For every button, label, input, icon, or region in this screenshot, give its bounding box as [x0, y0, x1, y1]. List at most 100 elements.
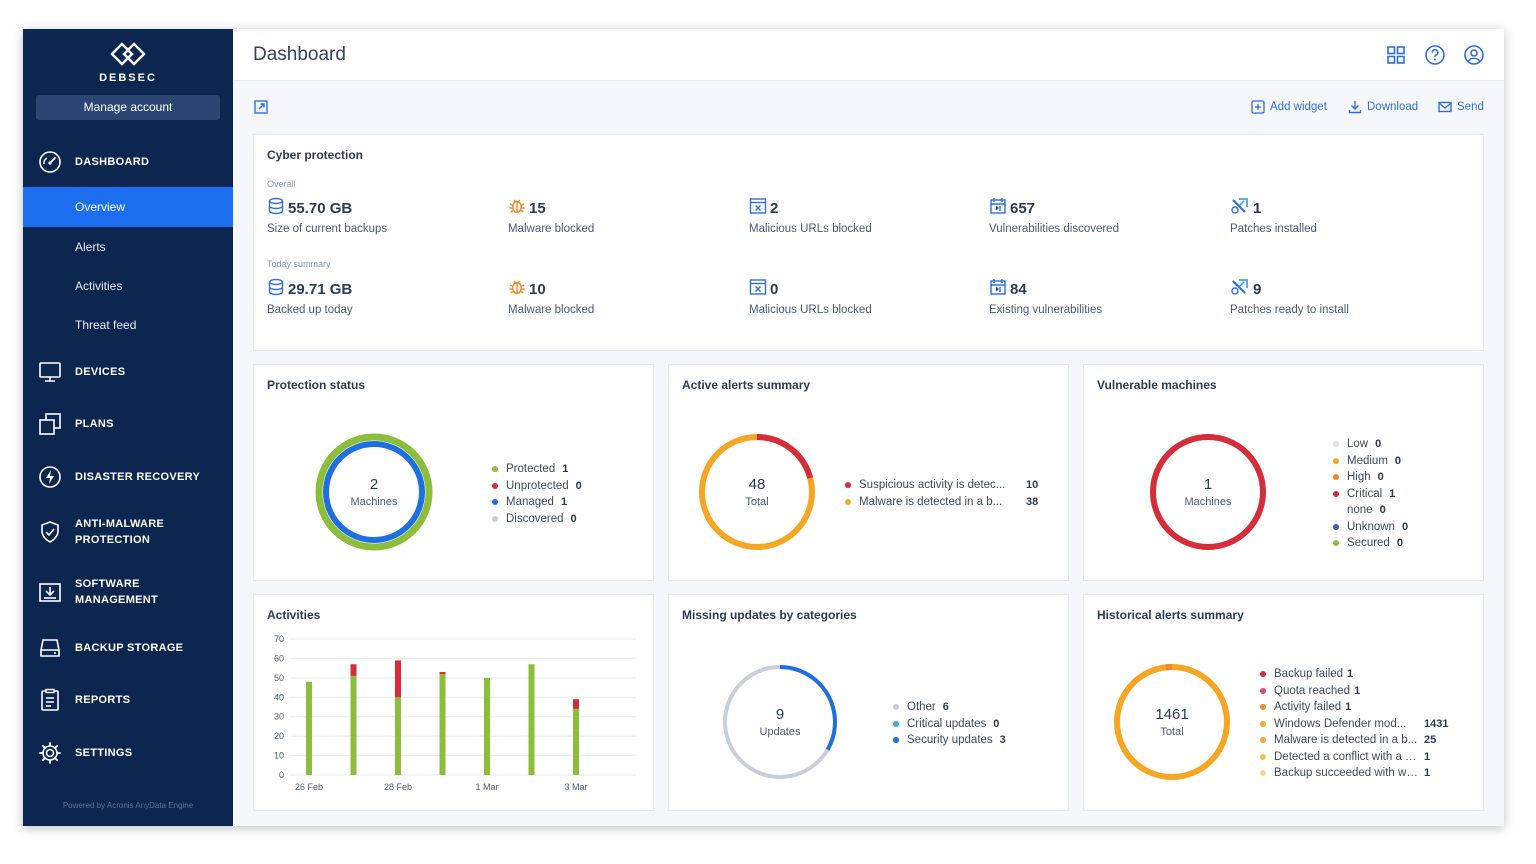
legend-value: 1 — [1389, 487, 1396, 500]
legend-item[interactable]: Discovered 0 — [492, 511, 582, 528]
nav-anti-malware[interactable]: ANTI-MALWARE PROTECTION — [23, 514, 233, 550]
sub-item-alerts[interactable]: Alerts — [75, 240, 106, 254]
sub-item-threat-feed[interactable]: Threat feed — [75, 318, 137, 332]
legend-item[interactable]: Unprotected 0 — [492, 478, 582, 495]
protection-donut[interactable]: 2 Machines — [314, 432, 434, 552]
bar-segment — [306, 681, 312, 775]
donut-unit: Total — [1160, 726, 1184, 738]
legend-item[interactable]: Low 0 — [1333, 436, 1408, 453]
gauge-icon — [37, 149, 63, 175]
legend-item[interactable]: Backup failed 1 — [1260, 666, 1448, 683]
blocked-url-icon — [749, 278, 767, 300]
legend-item[interactable]: Critical 1 — [1333, 486, 1408, 503]
legend-label: Detected a conflict with a se... — [1274, 750, 1420, 763]
vulnerable-donut[interactable]: 1 Machines — [1148, 432, 1268, 552]
bar-segment — [439, 672, 446, 674]
nav-devices[interactable]: DEVICES — [23, 357, 233, 387]
missing-updates-donut[interactable]: 9 Updates — [720, 662, 840, 782]
nav-settings[interactable]: SETTINGS — [23, 738, 233, 768]
metric-urls-blocked: 2 Malicious URLs blocked — [749, 197, 969, 235]
nav-label: DEVICES — [75, 366, 126, 378]
add-widget-button[interactable]: Add widget — [1251, 100, 1327, 114]
activities-bar-chart[interactable]: 0 10 20 30 40 50 60 70 26 Feb 28 Feb 1 Mar 3 Mar — [264, 633, 644, 803]
sub-item-activities[interactable]: Activities — [75, 279, 123, 293]
metric-label: Patches ready to install — [1230, 304, 1349, 316]
nav-backup-storage[interactable]: BACKUP STORAGE — [23, 633, 233, 663]
nav-label: SOFTWARE MANAGEMENT — [75, 576, 158, 608]
legend-item[interactable]: Windows Defender mod... 1431 — [1260, 716, 1448, 733]
missing-updates-card: Missing updates by categories 9 Updates … — [668, 594, 1069, 811]
send-button[interactable]: Send — [1438, 100, 1484, 114]
legend-item[interactable]: Managed 1 — [492, 494, 582, 511]
nav-label: ANTI-MALWARE PROTECTION — [75, 516, 164, 548]
historical-alerts-donut[interactable]: 1461 Total — [1112, 662, 1232, 782]
legend-item[interactable]: Activity failed 1 — [1260, 699, 1448, 716]
sub-item-overview[interactable]: Overview — [23, 187, 233, 227]
brand-logo[interactable]: DEBSEC — [23, 41, 233, 84]
card-title: Activities — [267, 608, 321, 622]
manage-account-button[interactable]: Manage account — [36, 95, 220, 120]
legend-value: 0 — [1401, 520, 1409, 533]
legend-item[interactable]: Security updates 3 — [893, 732, 1006, 749]
expand-icon[interactable] — [253, 99, 269, 115]
metric-value: 9 — [1253, 280, 1262, 298]
missing-updates-legend: Other 6 Critical updates 0 Security update… — [893, 699, 1006, 749]
legend-item[interactable]: Secured 0 — [1333, 535, 1408, 552]
card-title: Historical alerts summary — [1097, 608, 1244, 622]
legend-item[interactable]: Unknown 0 — [1333, 519, 1408, 536]
legend-item[interactable]: Backup succeeded with war... 1 — [1260, 765, 1448, 782]
user-account-icon[interactable] — [1463, 44, 1485, 66]
legend-dot — [1333, 523, 1339, 530]
legend-label: Unprotected — [506, 479, 569, 492]
help-icon[interactable] — [1424, 44, 1446, 66]
legend-item[interactable]: Protected 1 — [492, 461, 582, 478]
add-widget-label: Add widget — [1270, 101, 1327, 113]
database-icon — [267, 278, 285, 300]
legend-item[interactable]: Medium 0 — [1333, 453, 1408, 470]
donut-unit: Total — [745, 496, 769, 508]
powered-by-text: Powered by Acronis AnyData Engine — [62, 801, 194, 810]
legend-item[interactable]: Malware is detected in a b... 38 — [845, 494, 1038, 511]
x-tick-label: 1 Mar — [475, 782, 498, 792]
nav-label: REPORTS — [75, 694, 131, 706]
legend-label: High — [1347, 471, 1371, 484]
card-title: Protection status — [267, 378, 366, 392]
legend-label: Unknown — [1347, 520, 1395, 533]
nav-dashboard[interactable]: DASHBOARD — [23, 147, 233, 177]
legend-dot — [893, 720, 899, 727]
metric-label: Existing vulnerabilities — [989, 304, 1103, 316]
alerts-donut[interactable]: 48 Total — [697, 432, 817, 552]
download-label: Download — [1367, 101, 1419, 113]
legend-item[interactable]: Critical updates 0 — [893, 716, 1006, 733]
metric-patches-ready: 9 Patches ready to install — [1230, 278, 1450, 316]
legend-item[interactable]: none 0 — [1333, 502, 1408, 519]
legend-item[interactable]: Quota reached 1 — [1260, 683, 1448, 700]
page-title: Dashboard — [253, 44, 346, 65]
legend-item[interactable]: Detected a conflict with a se... 1 — [1260, 749, 1448, 766]
overall-label: Overall — [267, 179, 296, 189]
legend-item[interactable]: Suspicious activity is detec... 10 — [845, 477, 1038, 494]
legend-dot — [1260, 704, 1266, 711]
legend-item[interactable]: High 0 — [1333, 469, 1408, 486]
legend-item[interactable]: Malware is detected in a b... 25 — [1260, 732, 1448, 749]
metric-value: 1 — [1253, 199, 1262, 217]
bar-segment — [350, 664, 357, 676]
legend-dot — [1333, 540, 1339, 547]
legend-value: 0 — [1375, 438, 1382, 451]
bar-segment — [439, 673, 446, 775]
nav-plans[interactable]: PLANS — [23, 409, 233, 439]
y-tick-label: 10 — [274, 751, 284, 761]
metric-existing-vulnerabilities: 84 Existing vulnerabilities — [989, 278, 1209, 316]
download-button[interactable]: Download — [1348, 100, 1418, 114]
legend-dot — [893, 704, 899, 711]
legend-label: Medium — [1347, 454, 1388, 467]
metric-malware-blocked: 15 Malware blocked — [508, 197, 728, 236]
legend-item[interactable]: Other 6 — [893, 699, 1006, 716]
legend-dot — [1260, 720, 1266, 727]
apps-grid-icon[interactable] — [1385, 44, 1407, 66]
nav-software-management[interactable]: SOFTWARE MANAGEMENT — [23, 574, 233, 610]
legend-dot — [1260, 687, 1266, 694]
nav-disaster-recovery[interactable]: DISASTER RECOVERY — [23, 462, 233, 492]
nav-reports[interactable]: REPORTS — [23, 685, 233, 715]
legend-dot — [845, 482, 851, 489]
